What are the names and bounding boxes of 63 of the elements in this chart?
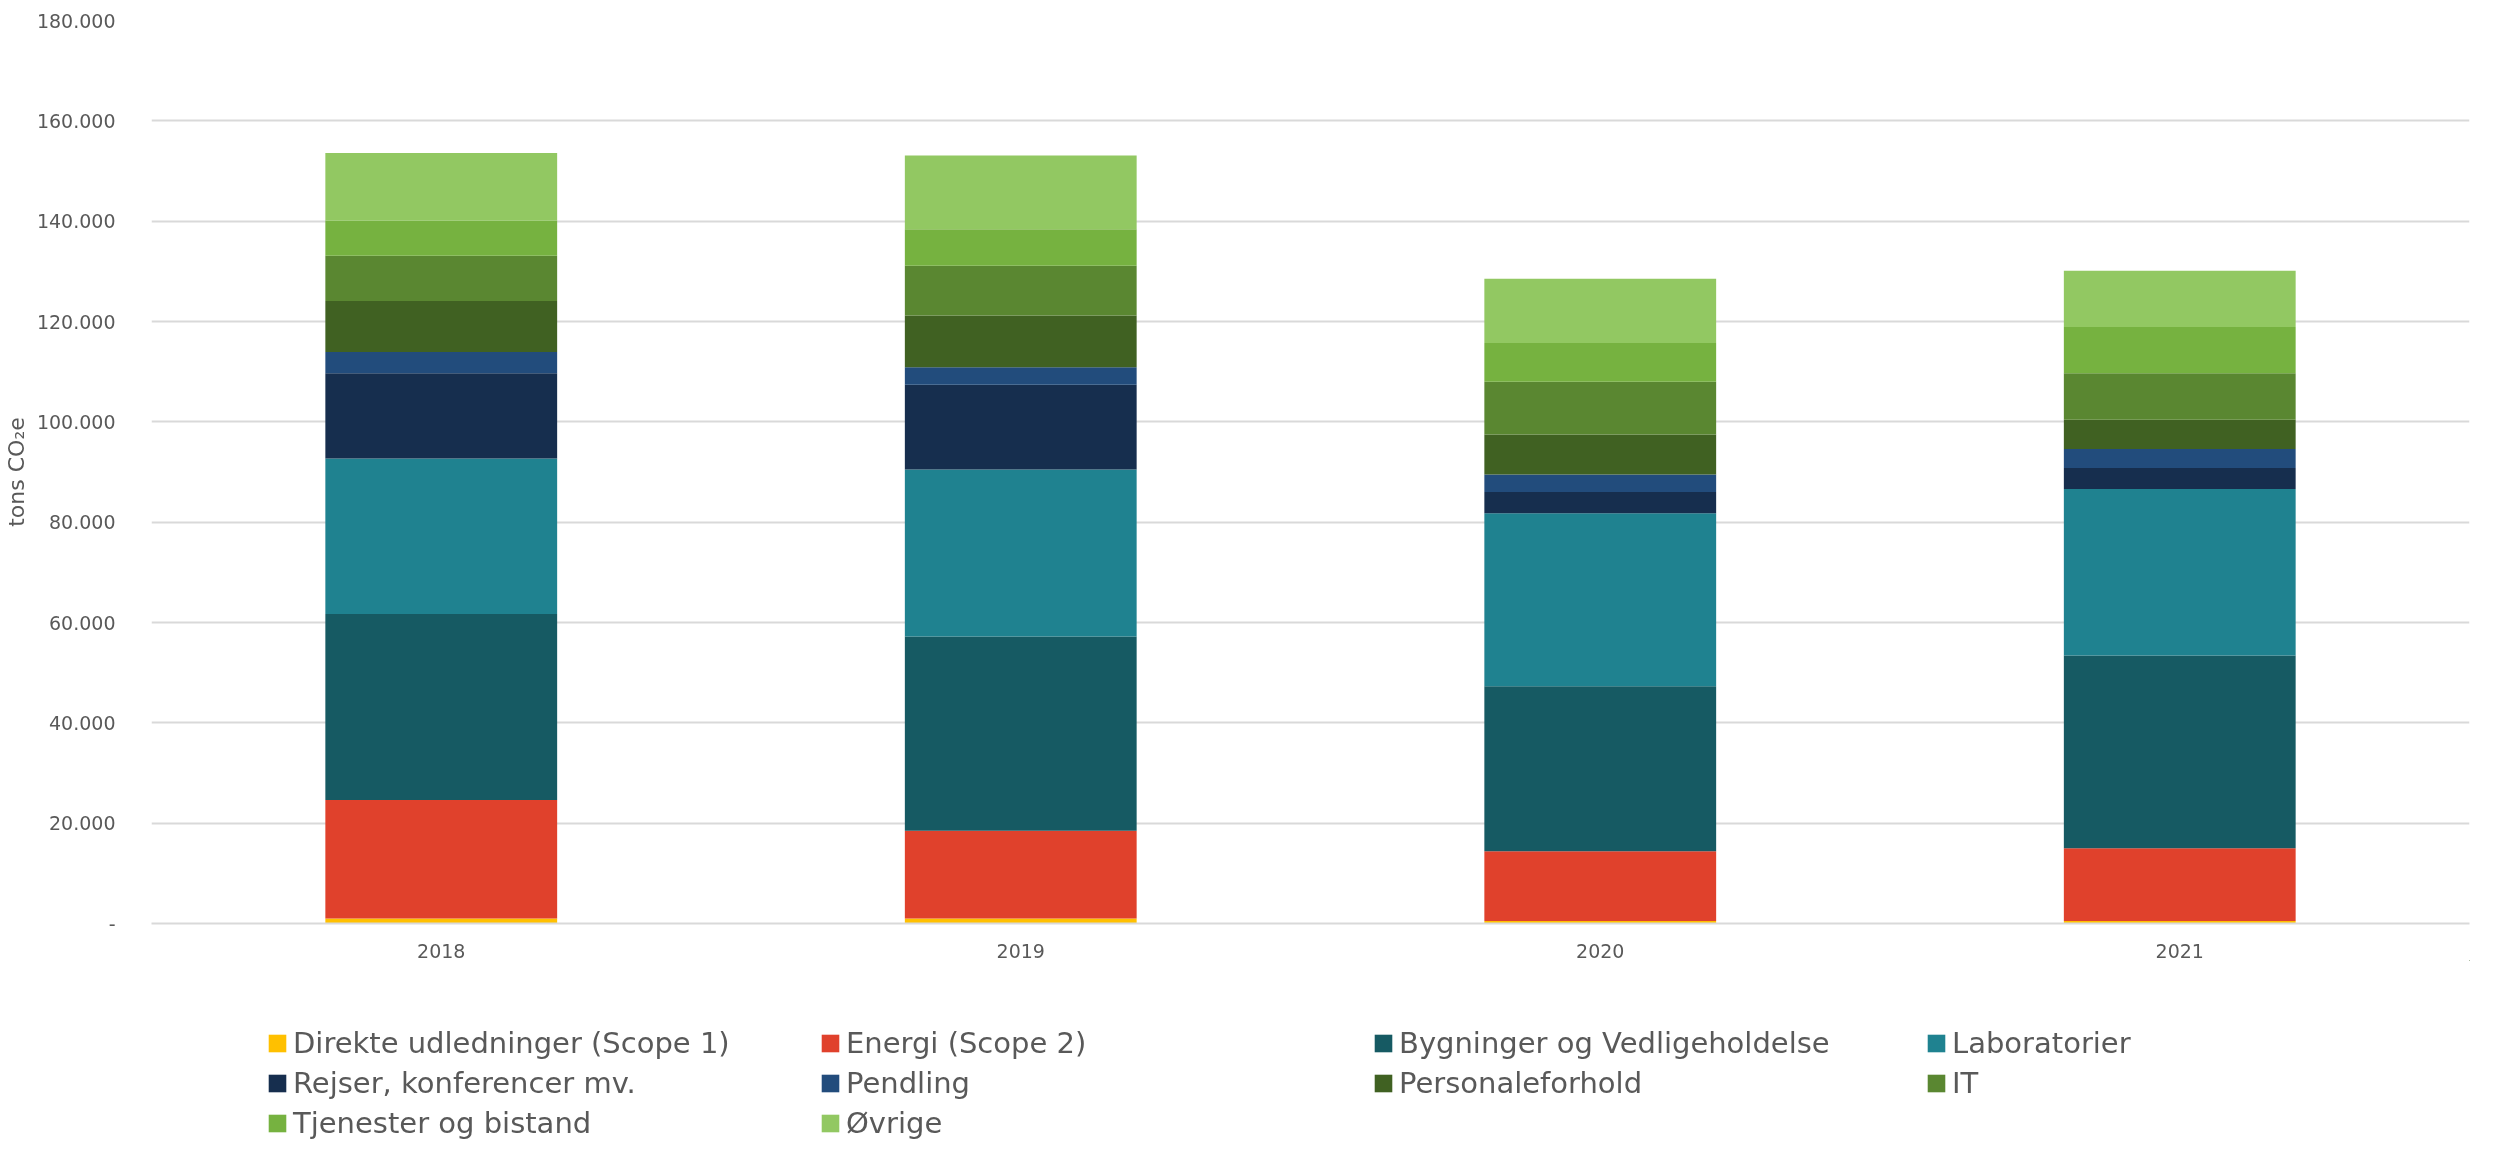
bar: [904, 636, 1137, 831]
bar: [904, 469, 1137, 637]
bar: [325, 352, 558, 374]
bar: [325, 152, 558, 221]
bar: [2063, 270, 2296, 328]
bar: [1484, 492, 1717, 514]
bar: [1484, 686, 1717, 852]
bar: [2063, 373, 2296, 420]
bar: [325, 220, 558, 256]
y-tick-label: 160.000: [36, 109, 116, 132]
bar: [2063, 467, 2296, 490]
bar: [904, 384, 1137, 470]
bar: [904, 367, 1137, 385]
bar: [1484, 474, 1717, 493]
bar: [325, 300, 558, 353]
y-tick-label: 80.000: [49, 511, 116, 534]
legend-label: Bygninger og Vedligeholdelse: [1399, 1026, 1831, 1060]
bar: [2063, 655, 2296, 849]
y-tick-label: -: [108, 912, 116, 935]
bar: [904, 265, 1137, 316]
y-tick-label: 100.000: [36, 410, 116, 433]
legend-label: Direkte udledninger (Scope 1): [293, 1026, 731, 1060]
legend-label: Rejser, konferencer mv.: [293, 1066, 637, 1100]
bar: [1484, 513, 1717, 687]
y-tick-label: 180.000: [36, 9, 116, 32]
bar: [325, 373, 558, 459]
x-tick-label: 2020: [1576, 939, 1625, 962]
y-tick-label: 120.000: [36, 310, 116, 333]
y-axis-title: tons CO₂e: [3, 417, 29, 527]
legend-label: Pendling: [846, 1066, 971, 1100]
legend-label: Laboratorier: [1952, 1026, 2132, 1060]
bar: [904, 229, 1137, 266]
bar: [2063, 489, 2296, 656]
bar: [2063, 848, 2296, 921]
bar: [1484, 434, 1717, 475]
bar: [325, 255, 558, 301]
legend-label: IT: [1952, 1066, 1980, 1100]
legend-label: Personaleforhold: [1399, 1066, 1644, 1100]
bar: [325, 458, 558, 614]
bar: [2063, 419, 2296, 449]
bar: [904, 315, 1137, 368]
bar: [2063, 327, 2296, 374]
x-tick-label: 2019: [996, 939, 1045, 962]
x-tick-label: 2021: [2155, 939, 2204, 962]
bar: [1484, 278, 1717, 344]
y-tick-label: 40.000: [49, 711, 116, 734]
y-tick-label: 140.000: [36, 210, 116, 233]
y-tick-label: 60.000: [49, 611, 116, 634]
bar: [904, 918, 1137, 924]
y-tick-label: 20.000: [49, 812, 116, 835]
bar: [904, 155, 1137, 230]
bar: [325, 800, 558, 919]
bar: [1484, 851, 1717, 921]
bar: [325, 613, 558, 801]
legend-label: Tjenester og bistand: [293, 1106, 593, 1140]
legend-label: Øvrige: [846, 1106, 944, 1140]
bar: [1484, 343, 1717, 382]
x-tick-label: 2018: [417, 939, 466, 962]
bar: [2063, 448, 2296, 468]
bar: [1484, 381, 1717, 435]
bar: [325, 918, 558, 924]
bar: [904, 830, 1137, 919]
legend-label: Energi (Scope 2): [846, 1026, 1088, 1060]
